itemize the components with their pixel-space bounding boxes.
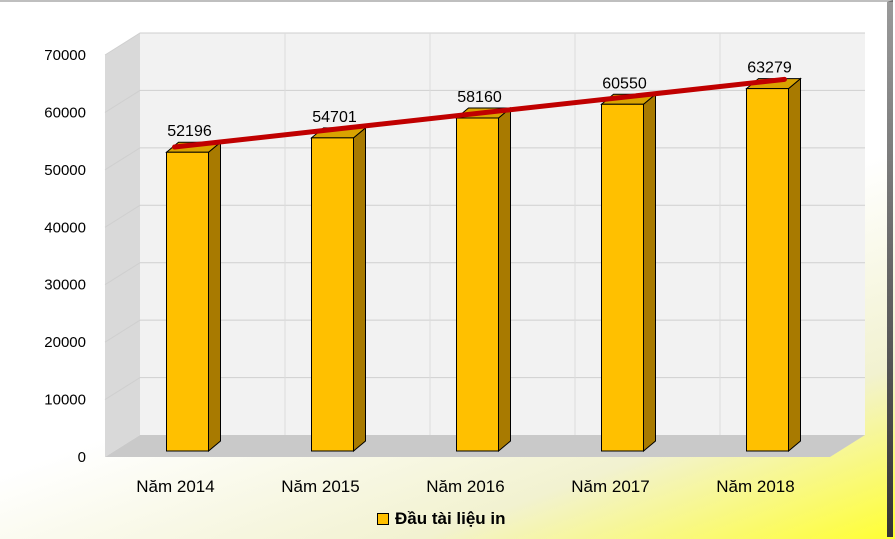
y-tick-label: 0 <box>78 449 86 466</box>
bar <box>310 126 367 453</box>
x-axis-labels: Năm 2014 Năm 2015 Năm 2016 Năm 2017 Năm 2018 <box>136 477 794 496</box>
legend-swatch <box>377 513 389 525</box>
bar-front <box>746 88 789 452</box>
legend: Đầu tài liệu in <box>377 508 506 530</box>
gridline <box>104 32 865 56</box>
bar-front <box>166 151 209 452</box>
y-tick-label: 40000 <box>44 219 86 236</box>
y-axis-ticks: 0 10000 20000 30000 40000 50000 60000 70000 <box>44 47 86 466</box>
bar-side <box>353 126 366 453</box>
y-tick-label: 20000 <box>44 334 86 351</box>
y-tick-label: 30000 <box>44 277 86 294</box>
y-tick-label: 50000 <box>44 162 86 179</box>
bar-side <box>788 77 801 453</box>
bar <box>165 141 222 453</box>
trendline <box>172 76 787 150</box>
legend-label: Đầu tài liệu in <box>395 509 506 528</box>
y-tick-label: 10000 <box>44 392 86 409</box>
y-tick-label: 60000 <box>44 104 86 121</box>
bar <box>600 93 657 453</box>
bar <box>745 77 802 453</box>
gridline <box>104 89 865 113</box>
x-tick-label: Năm 2015 <box>281 477 359 496</box>
data-label: 60550 <box>602 75 647 92</box>
data-label: 54701 <box>312 109 357 126</box>
bar <box>455 106 512 453</box>
bar-front <box>311 137 354 452</box>
x-tick-label: Năm 2017 <box>571 477 649 496</box>
data-labels: 52196 54701 58160 60550 63279 <box>167 60 792 141</box>
x-tick-label: Năm 2018 <box>716 477 794 496</box>
bar-side <box>498 106 511 453</box>
bar-side <box>208 141 221 453</box>
side-wall <box>105 33 140 457</box>
x-tick-label: Năm 2016 <box>426 477 504 496</box>
data-label: 63279 <box>747 60 792 77</box>
y-tick-label: 70000 <box>44 47 86 64</box>
bar-front <box>456 117 499 452</box>
data-label: 52196 <box>167 123 212 140</box>
x-tick-label: Năm 2014 <box>136 477 214 496</box>
bar-front <box>601 103 644 452</box>
trendline-path <box>172 76 787 150</box>
bar-side <box>643 93 656 453</box>
data-label: 58160 <box>457 89 502 106</box>
